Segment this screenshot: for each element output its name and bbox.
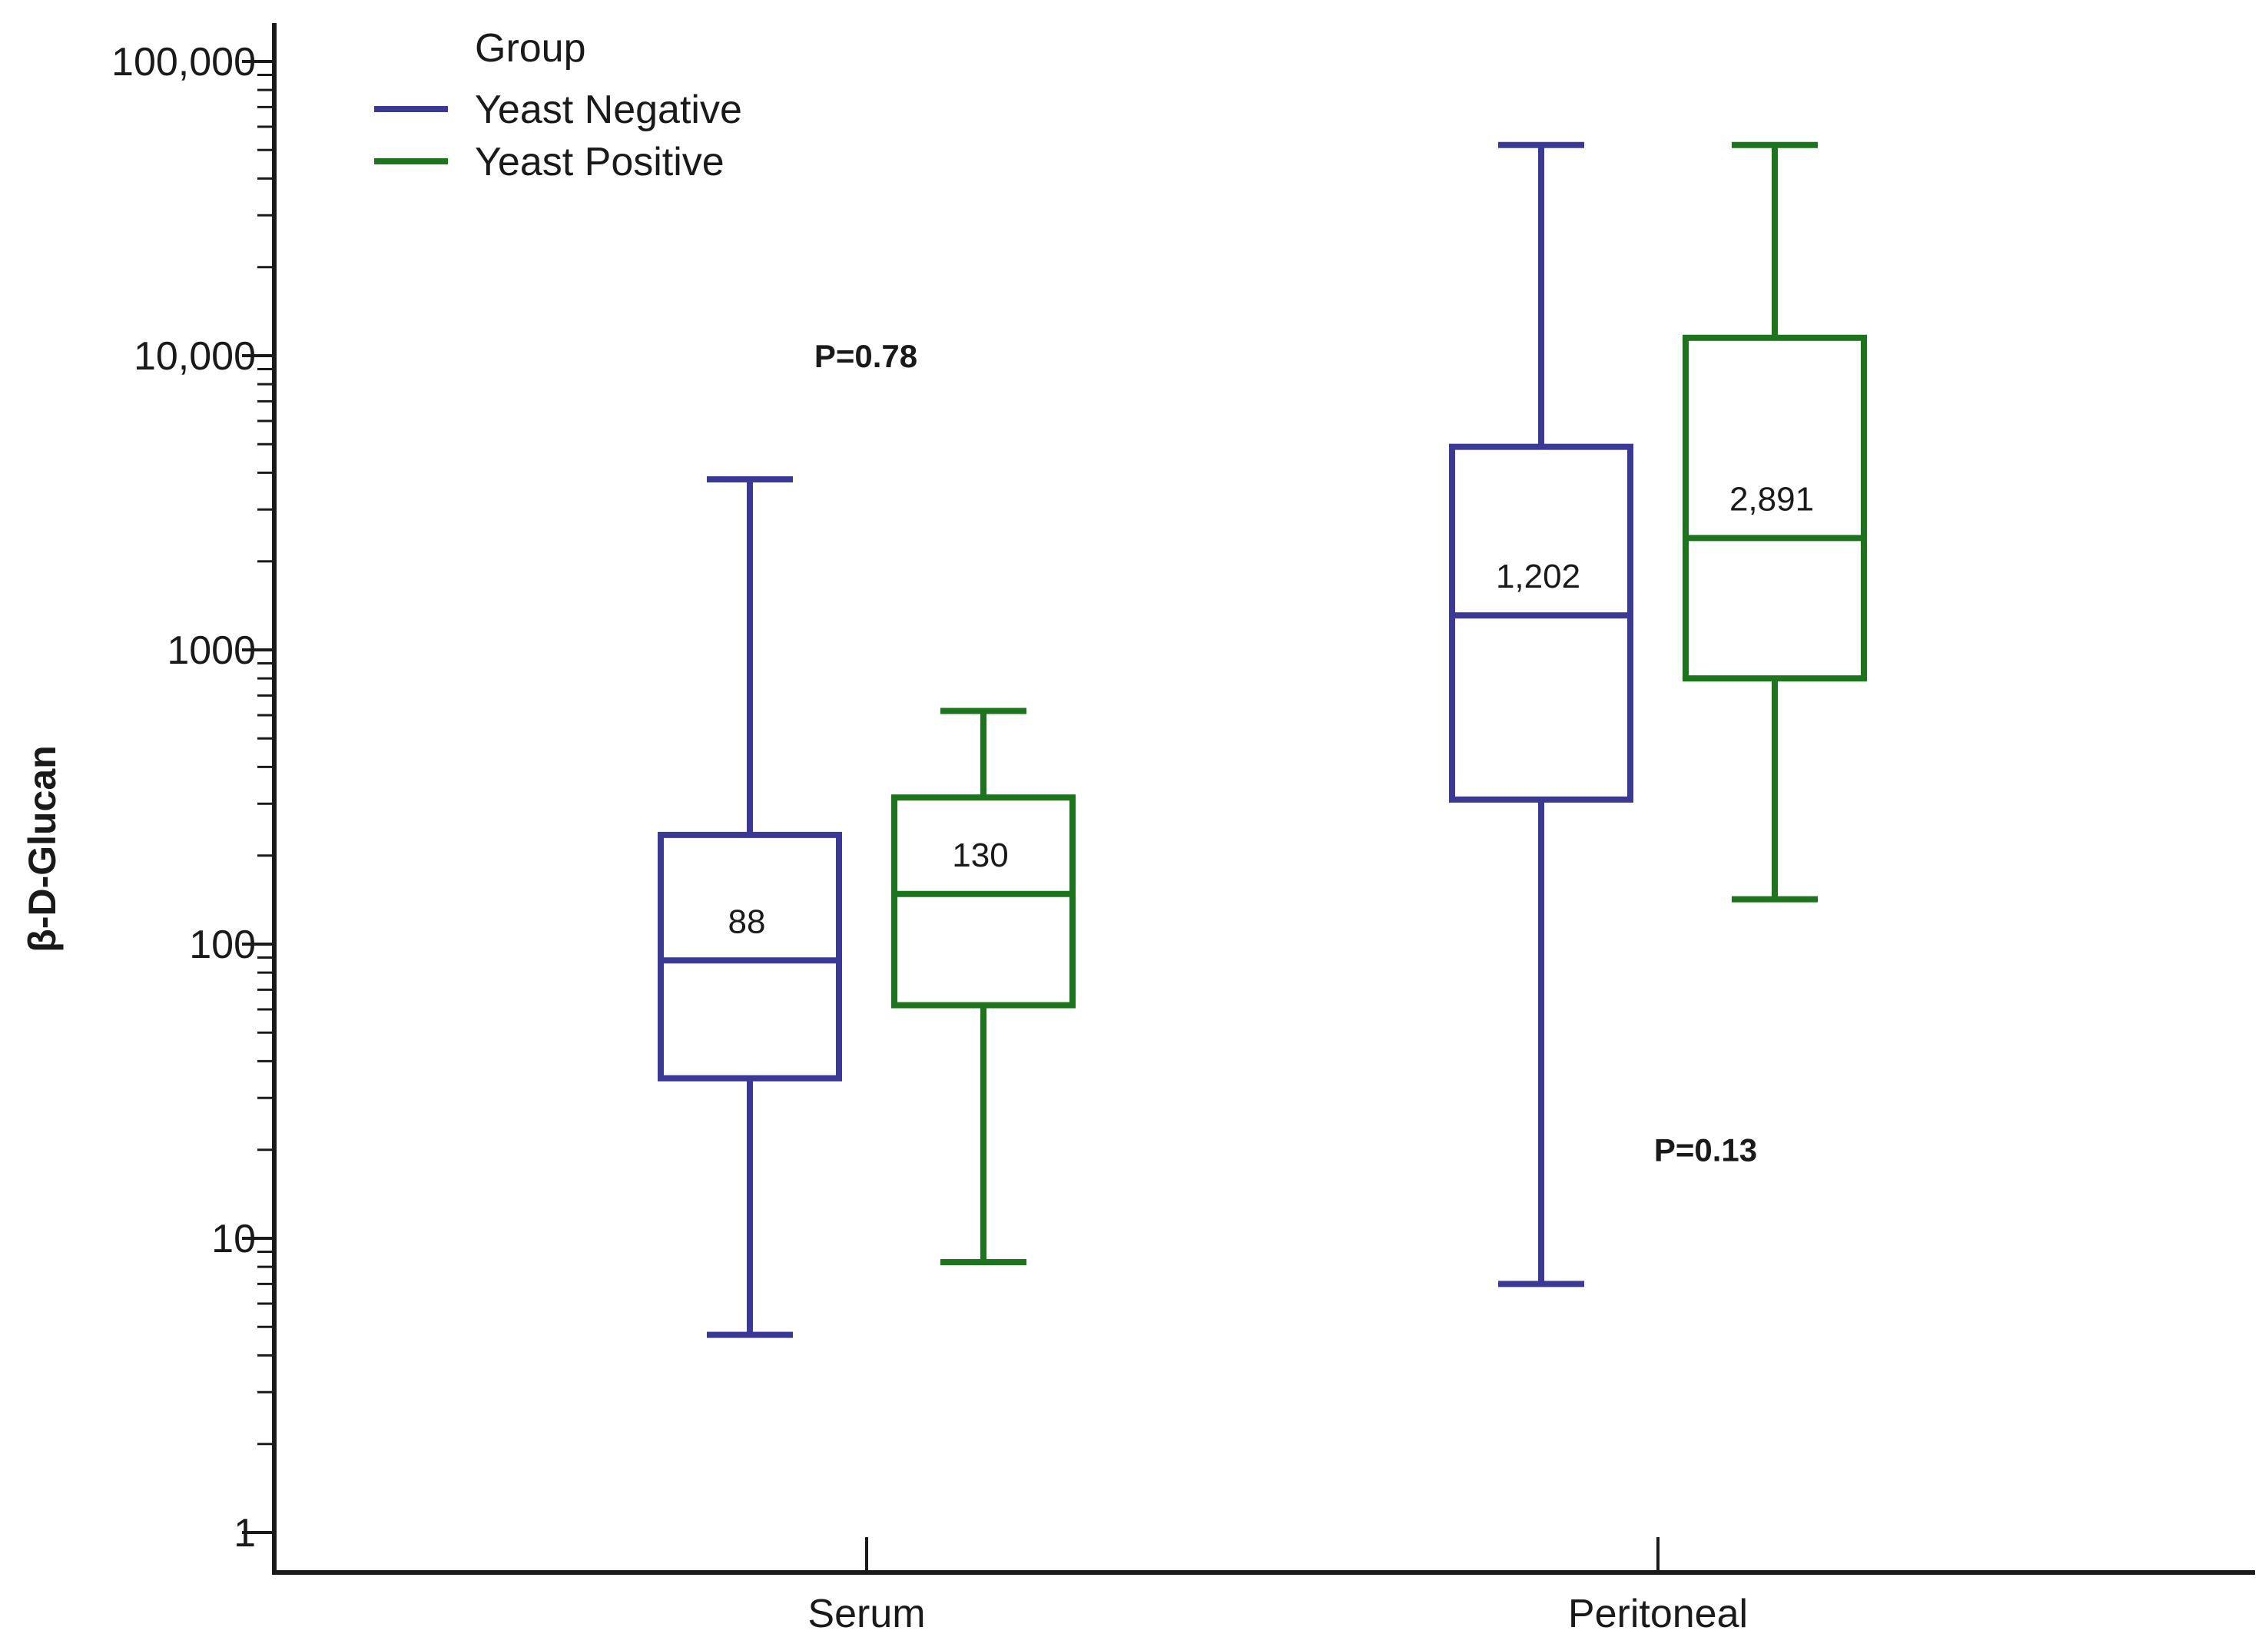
median-label: 88: [728, 903, 766, 940]
box-yeast-negative-peritoneal: 1,202: [1449, 141, 1633, 1287]
median-label: 1,202: [1496, 558, 1580, 595]
y-axis-label: β-D-Glucan: [21, 745, 64, 952]
x-axis-ticks: Serum Peritoneal: [807, 1537, 1748, 1636]
legend-title: Group: [475, 26, 586, 71]
p-value-serum: P=0.78: [814, 338, 917, 374]
legend: Group Yeast Negative Yeast Positive: [374, 26, 742, 184]
iqr-box: [1449, 443, 1633, 803]
iqr-box: [891, 794, 1076, 1009]
median-label: 2,891: [1729, 480, 1814, 518]
box-series: 88 1,202 130 2,891: [658, 141, 1867, 1338]
box-yeast-positive-peritoneal: 2,891: [1683, 141, 1867, 903]
y-tick-label: 1: [234, 1511, 256, 1556]
y-tick-label: 100: [189, 923, 256, 967]
legend-label-yeast-positive: Yeast Positive: [475, 140, 724, 184]
median-label: 130: [952, 837, 1008, 874]
y-tick-label: 10,000: [134, 334, 256, 379]
y-tick-label: 1000: [167, 628, 256, 673]
x-tick-label-serum: Serum: [807, 1592, 925, 1636]
axes: [272, 23, 2255, 1575]
y-tick-label: 10: [211, 1217, 256, 1261]
box-yeast-positive-serum: 130: [891, 708, 1076, 1265]
iqr-box: [1683, 334, 1867, 682]
annotations: P=0.78 P=0.13: [814, 338, 1757, 1168]
legend-label-yeast-negative: Yeast Negative: [475, 88, 742, 132]
y-axis-ticks: 1 10 100 1000 10,000 100,000: [111, 40, 274, 1556]
x-tick-label-peritoneal: Peritoneal: [1568, 1592, 1748, 1636]
y-tick-label: 100,000: [111, 40, 256, 85]
p-value-peritoneal: P=0.13: [1654, 1132, 1757, 1168]
iqr-box: [658, 831, 842, 1082]
box-yeast-negative-serum: 88: [658, 476, 842, 1338]
